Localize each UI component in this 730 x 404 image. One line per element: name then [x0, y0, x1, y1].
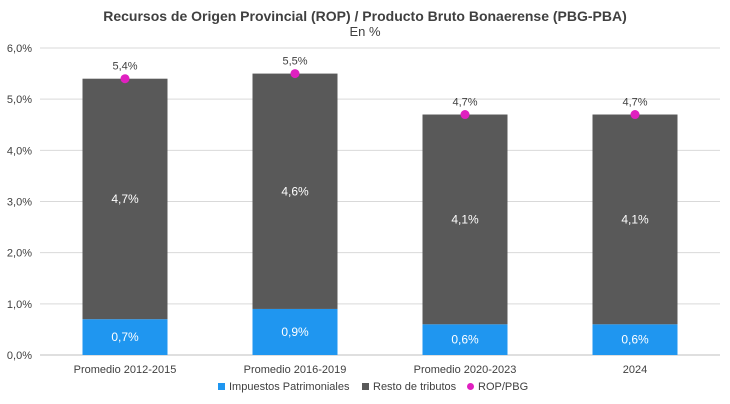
y-tick-label: 0,0% — [7, 350, 32, 362]
legend: Impuestos Patrimoniales Resto de tributos… — [218, 381, 528, 393]
bar-segment — [592, 114, 678, 325]
y-tick-label: 2,0% — [7, 248, 32, 260]
markers: 5,4% 5,5% 4,7% 4,7% — [112, 56, 648, 120]
legend-swatch — [218, 383, 225, 390]
x-tick-label: 2024 — [623, 364, 647, 376]
chart-subtitle: En % — [349, 24, 381, 39]
bar-segment — [422, 324, 508, 355]
marker-label: 5,5% — [282, 56, 307, 68]
bar-segment — [82, 78, 168, 320]
bars: 0,7% 4,7% 0,9% 4,6% 0,6% 4,1% 0,6% 4,1% — [82, 73, 678, 355]
x-tick-label: Promedio 2016-2019 — [244, 364, 347, 376]
y-tick-label: 1,0% — [7, 299, 32, 311]
marker-label: 4,7% — [452, 97, 477, 109]
legend-swatch — [467, 383, 474, 390]
data-label: 4,1% — [621, 212, 649, 226]
marker-point — [290, 69, 300, 79]
bar-segment — [252, 73, 338, 309]
data-label: 0,6% — [451, 333, 479, 347]
y-axis: 0,0% 1,0% 2,0% 3,0% 4,0% 5,0% 6,0% — [7, 43, 32, 362]
bar-segment — [592, 324, 678, 355]
data-label: 4,7% — [111, 192, 139, 206]
marker-label: 4,7% — [622, 97, 647, 109]
x-tick-label: Promedio 2012-2015 — [74, 364, 177, 376]
legend-swatch — [362, 383, 369, 390]
bar-segment — [82, 319, 168, 355]
bar-segment — [252, 308, 338, 355]
data-label: 0,9% — [281, 325, 309, 339]
legend-label: Impuestos Patrimoniales — [229, 381, 350, 393]
data-label: 0,6% — [621, 333, 649, 347]
y-tick-label: 5,0% — [7, 94, 32, 106]
legend-label: Resto de tributos — [373, 381, 457, 393]
chart-title: Recursos de Origen Provincial (ROP) / Pr… — [103, 8, 627, 24]
marker-point — [120, 74, 130, 84]
data-label: 4,6% — [281, 184, 309, 198]
y-tick-label: 3,0% — [7, 197, 32, 209]
marker-point — [630, 110, 640, 120]
y-tick-label: 4,0% — [7, 145, 32, 157]
x-axis: Promedio 2012-2015 Promedio 2016-2019 Prom… — [74, 364, 648, 376]
legend-label: ROP/PBG — [478, 381, 528, 393]
bar-segment — [422, 114, 508, 325]
marker-point — [460, 110, 470, 120]
data-label: 0,7% — [111, 330, 139, 344]
data-label: 4,1% — [451, 212, 479, 226]
y-tick-label: 6,0% — [7, 43, 32, 55]
x-tick-label: Promedio 2020-2023 — [414, 364, 517, 376]
marker-label: 5,4% — [112, 61, 137, 73]
